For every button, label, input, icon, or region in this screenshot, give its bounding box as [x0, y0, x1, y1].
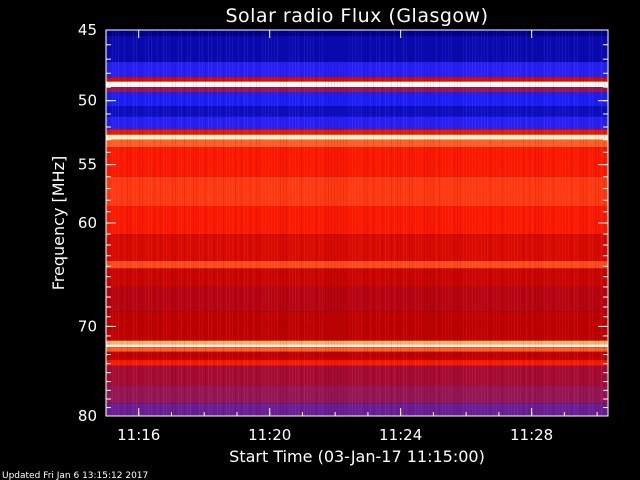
y-tick-label: 70: [78, 317, 97, 335]
heatmap-band: [106, 326, 608, 341]
x-tick-label: 11:24: [379, 426, 422, 444]
y-axis: 45 50 55 60 70 80: [78, 21, 608, 425]
heatmap-band: [106, 347, 608, 352]
heatmap-band: [106, 365, 608, 386]
heatmap-band: [106, 360, 608, 366]
heatmap-band: [106, 311, 608, 327]
heatmap-band: [106, 92, 608, 107]
y-tick-label: 50: [78, 92, 97, 110]
heatmap-band: [106, 176, 608, 207]
heatmap-band: [106, 77, 608, 82]
heatmap-band: [106, 35, 608, 63]
heatmap-band: [106, 351, 608, 361]
x-axis-title: Start Time (03-Jan-17 11:15:00): [229, 447, 485, 466]
heatmap-band: [106, 116, 608, 130]
y-tick-label: 55: [78, 156, 97, 174]
heatmap-band: [106, 139, 608, 148]
heatmap-band: [106, 62, 608, 78]
x-tick-label: 11:20: [248, 426, 291, 444]
y-tick-label: 80: [78, 407, 97, 425]
heatmap-band: [106, 30, 608, 36]
heatmap-band: [106, 87, 608, 93]
heatmap-band: [106, 134, 608, 140]
x-axis: 11:16 11:20 11:24 11:28: [105, 30, 598, 444]
heatmap-band: [106, 106, 608, 117]
heatmap-band: [106, 268, 608, 287]
heatmap-band: [106, 234, 608, 262]
updated-timestamp: Updated Fri Jan 6 13:15:12 2017: [2, 471, 148, 480]
heatmap-band: [106, 385, 608, 404]
y-tick-label: 60: [78, 214, 97, 232]
heatmap-band: [106, 403, 608, 416]
heatmap-band: [106, 340, 608, 345]
y-axis-title: Frequency [MHz]: [49, 156, 68, 290]
heatmap-band: [106, 286, 608, 312]
y-tick-label: 45: [78, 21, 97, 39]
heatmap-band: [106, 81, 608, 88]
chart-title: Solar radio Flux (Glasgow): [225, 5, 488, 27]
heatmap-band: [106, 206, 608, 235]
x-tick-label: 11:16: [117, 426, 160, 444]
heatmap-band: [106, 147, 608, 177]
spectrogram-heatmap: [106, 30, 608, 416]
heatmap-band: [106, 344, 608, 348]
heatmap-band: [106, 261, 608, 269]
heatmap-band: [106, 129, 608, 135]
x-tick-label: 11:28: [510, 426, 553, 444]
